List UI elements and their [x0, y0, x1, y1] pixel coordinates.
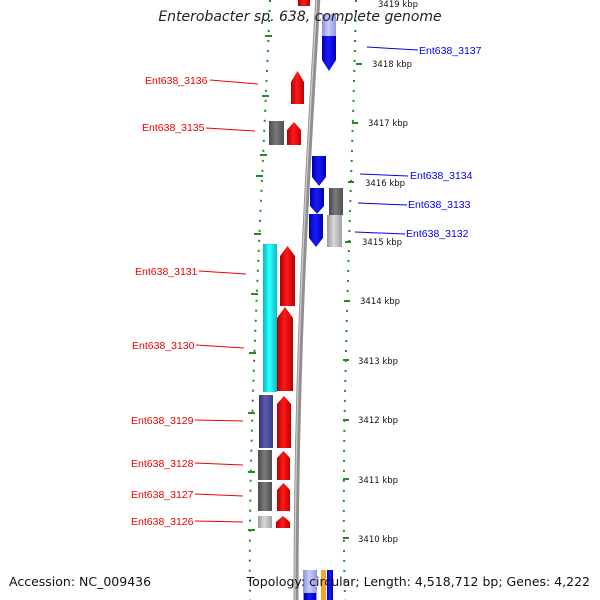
kbp-label-3414: 3414 kbp [360, 297, 400, 307]
cog-box-3132 [327, 215, 342, 247]
kbp-label-3412: 3412 kbp [358, 416, 398, 426]
gene-feature-bottom-blue[interactable] [304, 593, 316, 600]
kbp-label-3410: 3410 kbp [358, 535, 398, 545]
gene-label-3128[interactable]: Ent638_3128 [131, 458, 194, 470]
gene-label-3131[interactable]: Ent638_3131 [135, 266, 198, 278]
gene-arrow-3126[interactable] [276, 516, 290, 528]
map-title: Enterobacter sp. 638, complete genome [158, 9, 442, 25]
gene-arrow-3136[interactable] [291, 71, 304, 104]
gene-arrow-3134[interactable] [312, 156, 326, 186]
gene-label-3133[interactable]: Ent638_3133 [408, 199, 471, 211]
accession-text: Accession: NC_009436 [9, 574, 152, 589]
gene-arrow-3130[interactable] [277, 307, 293, 391]
gene-label-3137[interactable]: Ent638_3137 [419, 45, 482, 57]
kbp-label-3411: 3411 kbp [358, 476, 398, 486]
gene-arrow-3137[interactable] [322, 36, 336, 71]
kbp-label-3418: 3418 kbp [372, 60, 412, 70]
kbp-label-3417: 3417 kbp [368, 119, 408, 129]
gene-label-3132[interactable]: Ent638_3132 [406, 228, 469, 240]
gene-arrow-3131[interactable] [280, 246, 295, 306]
kbp-label-3413: 3413 kbp [358, 357, 398, 367]
cog-box-3131 [263, 244, 277, 392]
gene-arrow-3129[interactable] [277, 396, 291, 448]
gene-feature-bottom-blue2[interactable] [327, 570, 333, 600]
kbp-labels: 3419 kbp 3418 kbp 3417 kbp 3416 kbp 3415… [358, 0, 418, 545]
gene-arrow-3127[interactable] [277, 483, 290, 511]
reverse-labels: Ent638_3136 Ent638_3135 Ent638_3131 Ent6… [131, 75, 208, 528]
right-ticks [343, 63, 362, 539]
forward-label-leaders [354, 46, 419, 235]
gene-label-3126[interactable]: Ent638_3126 [131, 516, 194, 528]
reverse-label-leaders [194, 79, 259, 523]
gene-label-3136[interactable]: Ent638_3136 [145, 75, 208, 87]
left-ticks [248, 35, 272, 531]
cog-box-3127 [258, 482, 272, 511]
gene-label-3129[interactable]: Ent638_3129 [131, 415, 194, 427]
gene-label-3134[interactable]: Ent638_3134 [410, 170, 473, 182]
forward-labels: Ent638_3137 Ent638_3134 Ent638_3133 Ent6… [406, 45, 482, 240]
gene-arrow-3135[interactable] [287, 122, 301, 145]
gene-feature-top-partial[interactable] [298, 0, 310, 6]
gene-arrow-3128[interactable] [277, 451, 290, 480]
cog-box-3129 [259, 395, 273, 448]
kbp-label-3419: 3419 kbp [378, 0, 418, 10]
cog-box-3135 [269, 121, 284, 145]
topology-text: Topology: circular; Length: 4,518,712 bp… [246, 574, 590, 589]
gene-arrow-3132[interactable] [309, 214, 323, 247]
cog-box-3126 [258, 516, 272, 528]
genome-backbone [293, 0, 321, 600]
gene-label-3135[interactable]: Ent638_3135 [142, 122, 205, 134]
genome-backbone-highlight [294, 0, 318, 600]
kbp-label-3415: 3415 kbp [362, 238, 402, 248]
gene-label-3127[interactable]: Ent638_3127 [131, 489, 194, 501]
cog-box-3133 [329, 188, 343, 215]
cog-box-3137 [322, 14, 336, 36]
gene-feature-bottom-orange[interactable] [321, 570, 326, 600]
gene-feature-bottom-blue-light[interactable] [303, 570, 317, 600]
gene-label-3130[interactable]: Ent638_3130 [132, 340, 195, 352]
kbp-label-3416: 3416 kbp [365, 179, 405, 189]
cog-box-3128 [258, 450, 272, 480]
gene-arrow-3133[interactable] [310, 188, 324, 214]
